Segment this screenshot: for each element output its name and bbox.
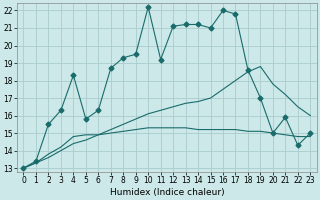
X-axis label: Humidex (Indice chaleur): Humidex (Indice chaleur) <box>109 188 224 197</box>
